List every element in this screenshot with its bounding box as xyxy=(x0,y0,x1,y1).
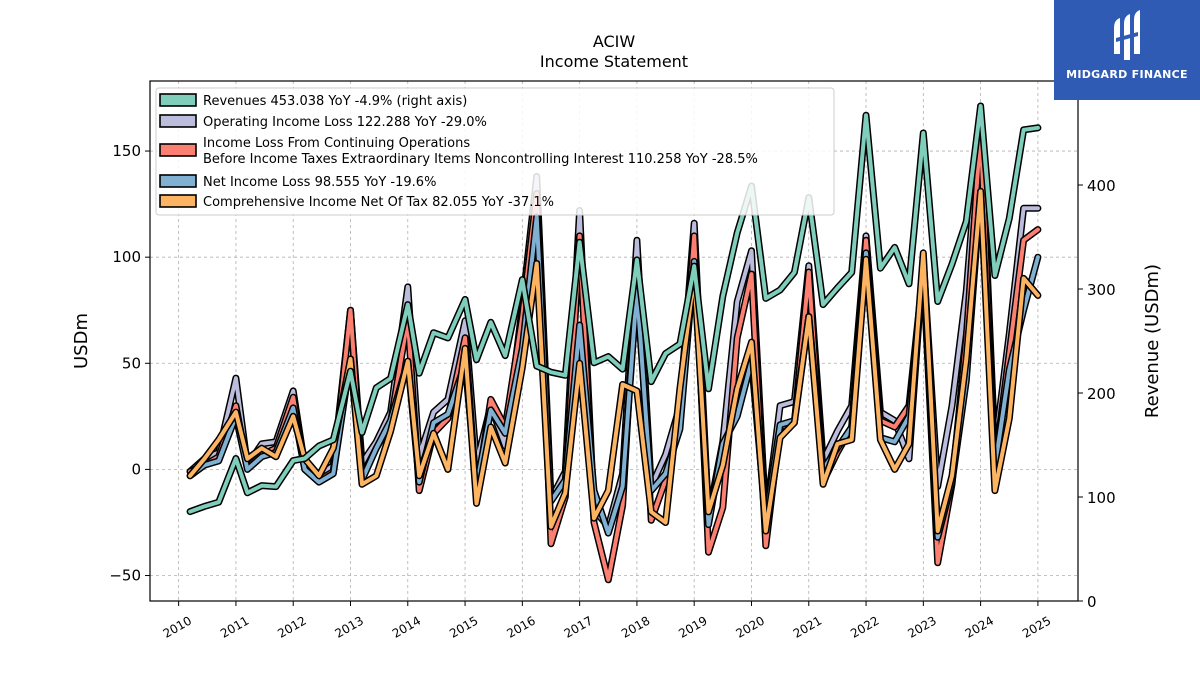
y-axis-label-right: Revenue (USDm) xyxy=(1142,264,1163,418)
y-axis-label-left: USDm xyxy=(71,313,92,369)
legend: Revenues 453.038 YoY -4.9% (right axis) O… xyxy=(155,87,835,216)
y-ticks-right: 0 100 200 300 400 xyxy=(1078,177,1116,611)
x-tick-label: 2014 xyxy=(390,613,423,640)
legend-swatch-4 xyxy=(159,194,197,208)
x-ticks: 2010 2011 2012 2013 2014 2015 2016 2017 2018 2019… xyxy=(161,601,1053,641)
x-tick-label: 2025 xyxy=(1020,613,1053,640)
series-group xyxy=(186,102,1042,584)
legend-swatch-1 xyxy=(159,114,197,128)
y-tick-label-right: 300 xyxy=(1087,281,1116,299)
logo-mark-icon xyxy=(1114,10,1140,60)
y-tick-label-right: 400 xyxy=(1087,177,1116,195)
plot-frame xyxy=(149,80,1079,602)
chart-title: ACIW xyxy=(593,32,636,51)
series-line-3 xyxy=(188,189,1040,540)
legend-frame xyxy=(155,87,835,216)
x-tick-label: 2020 xyxy=(734,613,767,640)
legend-swatch-3 xyxy=(159,174,197,188)
legend-label-1: Operating Income Loss 122.288 YoY -29.0% xyxy=(203,115,487,130)
legend-swatch-2 xyxy=(159,143,197,157)
series-line-0 xyxy=(188,104,1040,514)
x-tick-label: 2022 xyxy=(848,613,881,640)
legend-label-0: Revenues 453.038 YoY -4.9% (right axis) xyxy=(203,94,467,109)
series-line-4 xyxy=(188,189,1040,533)
y-tick-label-left: 50 xyxy=(122,354,141,372)
x-tick-label: 2018 xyxy=(619,613,652,640)
y-tick-label-right: 200 xyxy=(1087,385,1116,403)
y-tick-label-left: −50 xyxy=(109,567,141,585)
y-tick-label-right: 0 xyxy=(1087,593,1097,611)
legend-swatch-0 xyxy=(159,93,197,107)
x-tick-label: 2024 xyxy=(963,613,996,640)
y-tick-label-left: 150 xyxy=(112,142,141,160)
x-tick-label: 2011 xyxy=(218,613,251,640)
y-tick-label-right: 100 xyxy=(1087,489,1116,507)
x-tick-label: 2021 xyxy=(791,613,824,640)
legend-label-3: Net Income Loss 98.555 YoY -19.6% xyxy=(203,175,436,190)
legend-label-2-line-0: Income Loss From Continuing Operations xyxy=(203,136,470,151)
x-tick-label: 2023 xyxy=(905,613,938,640)
x-tick-label: 2019 xyxy=(676,613,709,640)
chart-subtitle: Income Statement xyxy=(540,52,688,71)
x-tick-label: 2017 xyxy=(562,613,595,640)
x-tick-label: 2013 xyxy=(333,613,366,640)
x-tick-label: 2016 xyxy=(504,613,537,640)
x-tick-label: 2015 xyxy=(447,613,480,640)
y-tick-label-left: 0 xyxy=(131,460,141,478)
legend-label-2-line-1: Before Income Taxes Extraordinary Items … xyxy=(203,152,758,167)
x-tick-label: 2010 xyxy=(161,613,194,640)
x-tick-label: 2012 xyxy=(275,613,308,640)
y-ticks-left: −50 0 50 100 150 xyxy=(109,142,150,585)
logo-text: MIDGARD FINANCE xyxy=(1066,68,1188,81)
y-tick-label-left: 100 xyxy=(112,248,141,266)
brand-logo: MIDGARD FINANCE xyxy=(1054,0,1200,100)
legend-label-4: Comprehensive Income Net Of Tax 82.055 Y… xyxy=(203,195,554,210)
